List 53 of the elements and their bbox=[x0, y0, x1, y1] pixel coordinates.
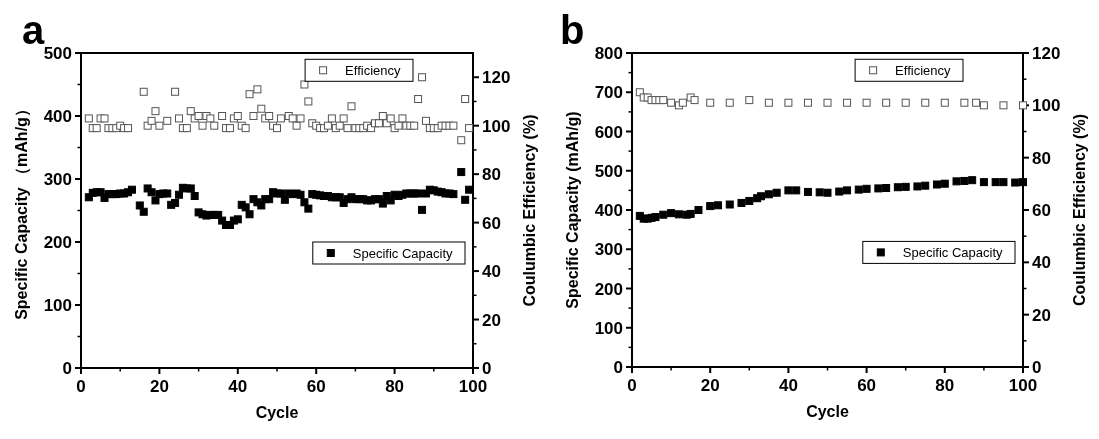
x-tick-label: 80 bbox=[385, 377, 405, 396]
x-tick-label: 0 bbox=[76, 377, 86, 396]
y2-axis-title: Coulumbic Efficiency (%) bbox=[521, 114, 538, 307]
x-tick-label: 40 bbox=[228, 377, 248, 396]
x-tick-label: 20 bbox=[700, 376, 720, 395]
y-tick-label: 600 bbox=[594, 122, 623, 142]
x-axis-title: Cycle bbox=[255, 404, 299, 421]
y-tick-label: 300 bbox=[43, 170, 72, 189]
text: b bbox=[560, 8, 585, 52]
y-axis-title: Specific Capacity （mAh/g） bbox=[13, 101, 31, 320]
x-tick-label: 40 bbox=[778, 376, 798, 395]
legend-label: Efficiency bbox=[345, 63, 401, 79]
x-tick-label: 60 bbox=[857, 376, 877, 395]
y-tick-label: 800 bbox=[594, 44, 623, 63]
y2-tick-label: 0 bbox=[482, 359, 492, 378]
x-tick-label: 60 bbox=[306, 377, 326, 396]
y-tick-label: 200 bbox=[43, 233, 72, 252]
y2-tick-label: 60 bbox=[482, 213, 501, 233]
y2-tick-label: 40 bbox=[482, 262, 501, 282]
x-tick-label: 80 bbox=[935, 376, 955, 395]
y-tick-label: 300 bbox=[594, 240, 623, 260]
y-axis-title: Specific Capacity (mAh/g) bbox=[564, 111, 581, 309]
y2-tick-label: 80 bbox=[482, 165, 501, 185]
legend-label: Specific Capacity bbox=[352, 246, 453, 261]
y-tick-label: 100 bbox=[594, 318, 623, 338]
y2-tick-label: 100 bbox=[482, 116, 511, 136]
y-tick-label: 500 bbox=[43, 44, 72, 63]
y-tick-label: 200 bbox=[594, 279, 623, 299]
y2-tick-label: 40 bbox=[1032, 253, 1051, 273]
y-tick-label: 0 bbox=[613, 358, 623, 377]
x-tick-label: 100 bbox=[1008, 376, 1038, 395]
y2-tick-label: 60 bbox=[1032, 201, 1051, 220]
text: a bbox=[22, 8, 45, 52]
x-tick-label: 20 bbox=[149, 377, 169, 396]
y-tick-label: 400 bbox=[43, 107, 72, 126]
y2-tick-label: 120 bbox=[482, 68, 511, 88]
y2-tick-label: 80 bbox=[1032, 148, 1051, 168]
legend-label: Efficiency bbox=[895, 63, 951, 79]
y-tick-label: 500 bbox=[594, 161, 623, 181]
x-tick-label: 100 bbox=[458, 377, 488, 396]
y-tick-label: 700 bbox=[594, 83, 623, 103]
y-tick-label: 100 bbox=[43, 296, 72, 315]
y2-tick-label: 20 bbox=[482, 310, 501, 330]
y2-tick-label: 120 bbox=[1032, 44, 1061, 63]
x-axis-title: Cycle bbox=[806, 403, 849, 420]
y2-tick-label: 0 bbox=[1032, 358, 1042, 377]
y-tick-label: 0 bbox=[62, 359, 72, 378]
y2-tick-label: 100 bbox=[1032, 96, 1061, 116]
x-tick-label: 0 bbox=[627, 376, 637, 395]
y-tick-label: 400 bbox=[594, 201, 623, 220]
y2-axis-title: Coulumbic Efficiency (%) bbox=[1071, 113, 1088, 307]
legend-label: Specific Capacity bbox=[902, 245, 1003, 261]
y2-tick-label: 20 bbox=[1032, 305, 1051, 325]
